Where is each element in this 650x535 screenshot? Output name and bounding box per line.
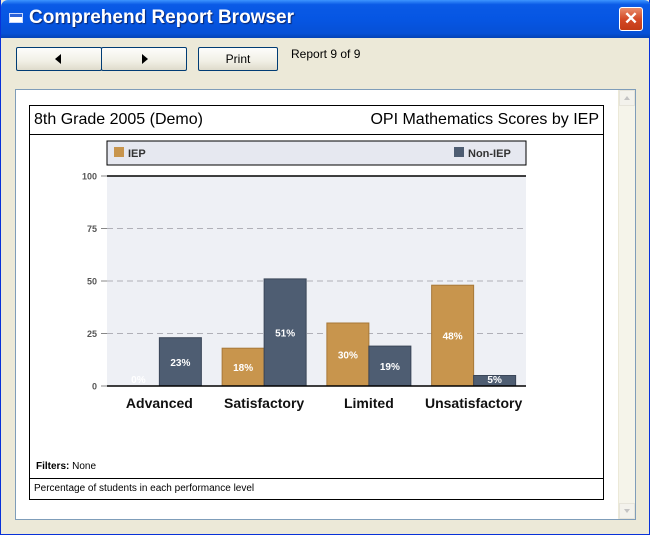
report-footer: Percentage of students in each performan… — [30, 478, 603, 499]
window-title: Comprehend Report Browser — [29, 7, 294, 28]
report-count: Report 9 of 9 — [291, 47, 361, 61]
filters-value: None — [72, 461, 97, 472]
data-label-non-iep: 51% — [275, 328, 295, 339]
close-button[interactable]: ✕ — [619, 7, 643, 31]
legend-label-iep: IEP — [128, 148, 146, 160]
category-label: Advanced — [126, 395, 193, 411]
scroll-up-button[interactable] — [619, 90, 635, 106]
legend-swatch-non-iep — [454, 147, 464, 157]
bar-chart: IEP Non-IEP 0 25 50 75 100 0% 23% Advanced 18% 51% S… — [82, 140, 527, 411]
report-subtitle: 8th Grade 2005 (Demo) — [34, 111, 203, 128]
data-label-non-iep: 19% — [380, 362, 400, 373]
category-label: Satisfactory — [224, 395, 304, 411]
legend-swatch-iep — [114, 147, 124, 157]
filters-label: Filters: — [36, 461, 70, 472]
close-icon: ✕ — [623, 9, 639, 28]
data-label-iep: 48% — [443, 332, 463, 343]
report-title: OPI Mathematics Scores by IEP — [370, 111, 599, 128]
filters-line: Filters: None — [36, 461, 96, 472]
next-report-button[interactable] — [101, 47, 187, 71]
print-button[interactable]: Print — [198, 47, 278, 71]
report-footnote: Percentage of students in each performan… — [34, 483, 255, 494]
title-bar[interactable]: Comprehend Report Browser ✕ — [1, 0, 650, 38]
y-tick-label: 0 — [92, 382, 97, 392]
bar-iep — [431, 284, 475, 387]
data-label-iep: 18% — [233, 363, 253, 374]
data-label-non-iep: 23% — [170, 358, 190, 369]
category-label: Limited — [344, 395, 394, 411]
right-arrow-icon — [142, 54, 148, 64]
data-label-iep: 30% — [338, 351, 358, 362]
category-label: Unsatisfactory — [425, 395, 522, 411]
window-icon — [9, 13, 23, 23]
data-label-non-iep: 5% — [487, 375, 502, 386]
scroll-down-button[interactable] — [619, 503, 635, 519]
data-label-iep: 0% — [131, 375, 146, 386]
y-tick-label: 50 — [87, 277, 97, 287]
y-tick-label: 100 — [82, 172, 97, 182]
legend-label-non-iep: Non-IEP — [468, 148, 511, 160]
previous-report-button[interactable] — [16, 47, 102, 71]
y-tick-label: 75 — [87, 224, 97, 234]
vertical-scrollbar[interactable] — [618, 90, 635, 519]
report-page: 8th Grade 2005 (Demo) OPI Mathematics Sc… — [29, 105, 604, 500]
left-arrow-icon — [55, 54, 61, 64]
y-tick-label: 25 — [87, 329, 97, 339]
report-header: 8th Grade 2005 (Demo) OPI Mathematics Sc… — [30, 106, 603, 135]
report-viewer[interactable]: 8th Grade 2005 (Demo) OPI Mathematics Sc… — [15, 89, 636, 520]
